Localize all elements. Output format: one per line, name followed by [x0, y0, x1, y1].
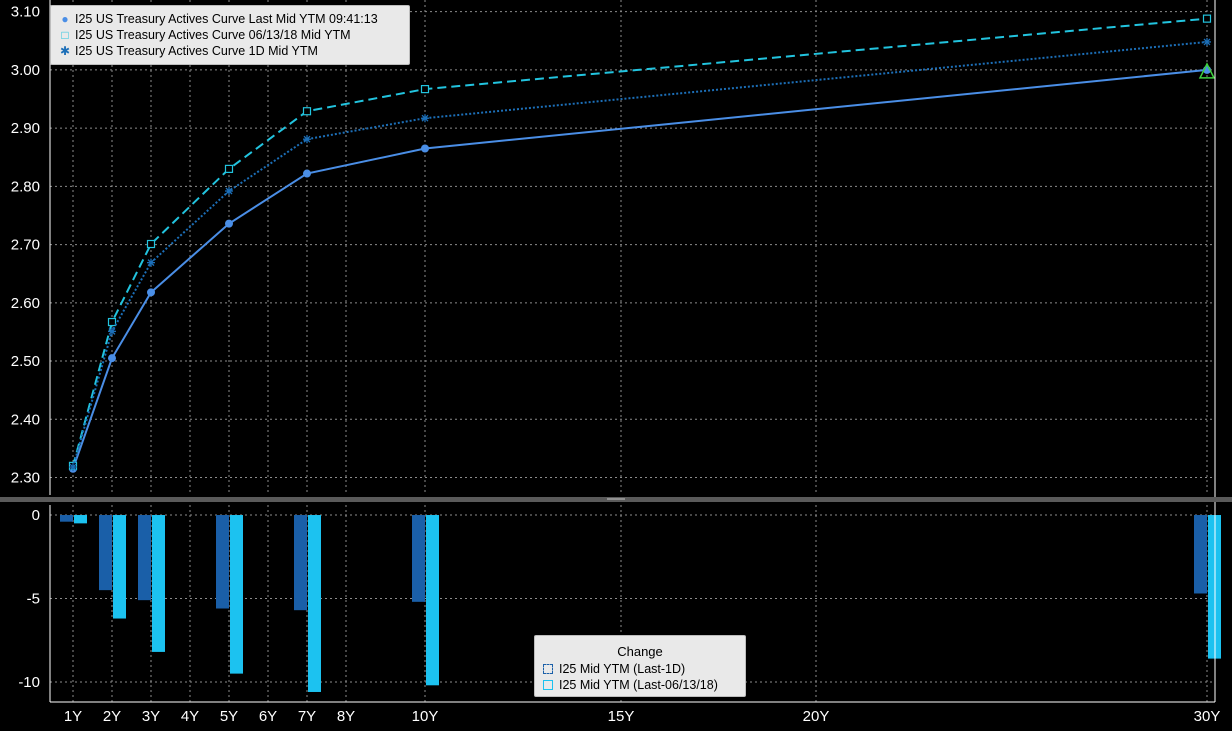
change-bar: [60, 515, 73, 522]
y-tick-label: 2.90: [11, 120, 40, 137]
change-bar-plot: [60, 515, 1221, 692]
yield-curve-legend: ● I25 US Treasury Actives Curve Last Mid…: [50, 5, 410, 65]
change-bar: [230, 515, 243, 674]
x-tick-label: 7Y: [298, 708, 316, 725]
last-date-swatch-icon: [543, 680, 553, 690]
circle-marker-icon: ●: [61, 12, 69, 26]
data-point: [421, 114, 429, 123]
data-point: [108, 354, 116, 363]
x-tick-label: 3Y: [142, 708, 160, 725]
y-tick-label: 2.40: [11, 411, 40, 428]
x-tick-label: 30Y: [1194, 708, 1221, 725]
change-bar: [138, 515, 151, 601]
y-tick-label: 2.50: [11, 353, 40, 370]
y-tick-label: 3.00: [11, 62, 40, 79]
change-bar: [216, 515, 229, 609]
data-point: [225, 187, 233, 196]
data-point: [420, 84, 430, 94]
data-point: [1202, 14, 1212, 23]
legend-entry-last-date: I25 Mid YTM (Last-06/13/18): [543, 678, 718, 692]
data-point: [303, 135, 311, 144]
y-tick-label: -10: [18, 674, 40, 691]
data-point: [303, 169, 311, 178]
last-1d-swatch-icon: [543, 664, 553, 674]
y-tick-label: 2.80: [11, 178, 40, 195]
yield-curve-plot: [68, 14, 1216, 473]
x-tick-label: 2Y: [103, 708, 121, 725]
asterisk-marker-icon: ✱: [59, 44, 71, 58]
data-point: [69, 463, 77, 472]
legend-entry-last-1d: I25 Mid YTM (Last-1D): [543, 662, 685, 676]
legend-label-current: I25 US Treasury Actives Curve Last Mid Y…: [75, 12, 378, 26]
x-tick-label: 15Y: [608, 708, 635, 725]
change-bar: [113, 515, 126, 619]
x-tick-label: 6Y: [259, 708, 277, 725]
change-legend-title: Change: [617, 644, 663, 659]
change-legend: Change I25 Mid YTM (Last-1D) I25 Mid YTM…: [534, 635, 746, 697]
y-tick-label: -5: [27, 590, 40, 607]
data-point: [146, 239, 156, 249]
change-bar: [308, 515, 321, 692]
change-bar: [294, 515, 307, 611]
legend-label-last-date: I25 Mid YTM (Last-06/13/18): [559, 678, 718, 692]
data-point: [302, 107, 312, 116]
y-tick-label: 2.60: [11, 295, 40, 312]
x-tick-label: 8Y: [337, 708, 355, 725]
legend-entry-prior-date: □ I25 US Treasury Actives Curve 06/13/18…: [59, 27, 351, 43]
legend-entry-current: ● I25 US Treasury Actives Curve Last Mid…: [59, 11, 378, 27]
data-point: [225, 219, 233, 228]
square-marker-icon: □: [61, 28, 69, 42]
change-bar: [1194, 515, 1207, 594]
data-point: [421, 144, 429, 153]
legend-entry-one-day: ✱ I25 US Treasury Actives Curve 1D Mid Y…: [59, 43, 318, 59]
change-bar: [99, 515, 112, 591]
legend-label-last-1d: I25 Mid YTM (Last-1D): [559, 662, 686, 676]
y-tick-label: 2.70: [11, 237, 40, 254]
data-point: [147, 288, 155, 297]
legend-label-one-day: I25 US Treasury Actives Curve 1D Mid YTM: [75, 44, 318, 58]
x-tick-label: 5Y: [220, 708, 238, 725]
legend-label-prior-date: I25 US Treasury Actives Curve 06/13/18 M…: [75, 28, 351, 42]
data-point: [107, 317, 117, 327]
change-bar: [412, 515, 425, 602]
y-tick-label: 0: [32, 507, 40, 524]
data-point: [1203, 37, 1211, 46]
change-bar: [152, 515, 165, 652]
change-bar: [74, 515, 87, 524]
data-point: [108, 327, 116, 336]
x-tick-label: 4Y: [181, 708, 199, 725]
data-point: [224, 164, 234, 173]
change-bar: [426, 515, 439, 686]
x-tick-label: 10Y: [412, 708, 439, 725]
grid: [50, 0, 1215, 702]
y-tick-label: 2.30: [11, 470, 40, 487]
y-tick-label: 3.10: [11, 4, 40, 21]
data-point: [147, 258, 155, 267]
x-tick-label: 1Y: [64, 708, 82, 725]
highlight-triangle-marker: [1198, 62, 1216, 79]
x-tick-label: 20Y: [803, 708, 830, 725]
